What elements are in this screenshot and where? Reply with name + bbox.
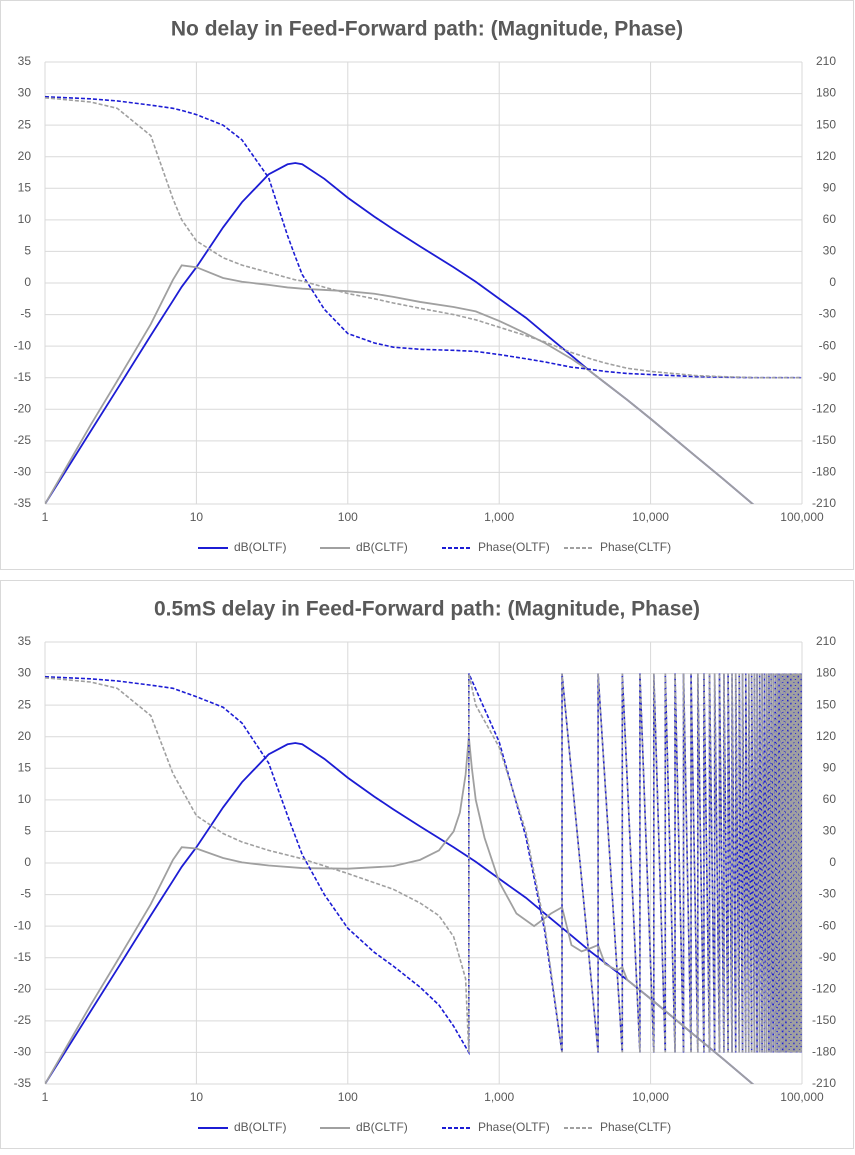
y-tick-label: -35	[14, 496, 32, 510]
y-tick-label: 10	[18, 212, 32, 226]
y-tick-label: 25	[18, 117, 32, 131]
y-tick-label: 15	[18, 760, 32, 774]
y-tick-label: 30	[18, 666, 32, 680]
y2-tick-label: 180	[816, 666, 836, 680]
y-tick-label: -35	[14, 1076, 32, 1090]
y-tick-label: -25	[14, 433, 32, 447]
y2-tick-label: 150	[816, 697, 836, 711]
x-tick-label: 1	[42, 510, 49, 524]
legend-label: Phase(CLTF)	[600, 1120, 671, 1134]
y-tick-label: 20	[18, 149, 32, 163]
y2-tick-label: -30	[819, 307, 837, 321]
y2-tick-label: -120	[812, 981, 836, 995]
y-tick-label: -30	[14, 465, 32, 479]
y-tick-label: 35	[18, 634, 32, 648]
y-tick-label: -10	[14, 918, 32, 932]
y2-tick-label: 30	[823, 824, 837, 838]
y2-tick-label: -210	[812, 1076, 836, 1090]
x-tick-label: 10	[190, 510, 204, 524]
y2-tick-label: -90	[819, 950, 837, 964]
y2-tick-label: 30	[823, 244, 837, 258]
x-tick-label: 10	[190, 1090, 204, 1104]
y-tick-label: 5	[24, 244, 31, 258]
y2-tick-label: 150	[816, 117, 836, 131]
x-tick-label: 1	[42, 1090, 49, 1104]
y2-tick-label: -120	[812, 401, 836, 415]
y2-tick-label: -60	[819, 918, 837, 932]
legend-label: Phase(CLTF)	[600, 540, 671, 554]
y-tick-label: 0	[24, 275, 31, 289]
legend-label: Phase(OLTF)	[478, 1120, 550, 1134]
y2-tick-label: -150	[812, 433, 836, 447]
x-tick-label: 1,000	[484, 510, 514, 524]
y-tick-label: 15	[18, 180, 32, 194]
y-tick-label: 25	[18, 697, 32, 711]
legend-label: dB(CLTF)	[356, 1120, 408, 1134]
series-line	[45, 95, 802, 379]
y-tick-label: 35	[18, 54, 32, 68]
chart-title: No delay in Feed-Forward path: (Magnitud…	[171, 18, 683, 41]
y2-tick-label: 0	[829, 855, 836, 869]
y2-tick-label: -210	[812, 496, 836, 510]
series-line	[45, 673, 802, 1053]
x-tick-label: 1,000	[484, 1090, 514, 1104]
y2-tick-label: 90	[823, 760, 837, 774]
y2-tick-label: 0	[829, 275, 836, 289]
y2-tick-label: -180	[812, 465, 836, 479]
x-tick-label: 100	[338, 1090, 358, 1104]
x-tick-label: 10,000	[632, 1090, 669, 1104]
series-line	[45, 742, 755, 1084]
y2-tick-label: 120	[816, 149, 836, 163]
y-tick-label: -5	[20, 307, 31, 321]
series-line	[45, 736, 755, 1084]
x-tick-label: 100,000	[780, 1090, 824, 1104]
y-tick-label: 30	[18, 86, 32, 100]
legend-label: dB(OLTF)	[234, 540, 286, 554]
y2-tick-label: 210	[816, 54, 836, 68]
series-line	[45, 264, 755, 504]
y2-tick-label: -90	[819, 370, 837, 384]
panel-frame	[0, 0, 854, 570]
legend-label: dB(CLTF)	[356, 540, 408, 554]
y-tick-label: -15	[14, 370, 32, 384]
y2-tick-label: -150	[812, 1013, 836, 1027]
chart-title: 0.5mS delay in Feed-Forward path: (Magni…	[154, 598, 700, 621]
y2-tick-label: 60	[823, 212, 837, 226]
y2-tick-label: 120	[816, 729, 836, 743]
y2-tick-label: 90	[823, 180, 837, 194]
y-tick-label: -5	[20, 887, 31, 901]
y2-tick-label: 210	[816, 634, 836, 648]
x-tick-label: 100,000	[780, 510, 824, 524]
y2-tick-label: 180	[816, 86, 836, 100]
x-tick-label: 100	[338, 510, 358, 524]
series-line	[45, 96, 802, 379]
y-tick-label: -15	[14, 950, 32, 964]
y-tick-label: 5	[24, 824, 31, 838]
y-tick-label: 0	[24, 855, 31, 869]
y-tick-label: -20	[14, 401, 32, 415]
legend-label: dB(OLTF)	[234, 1120, 286, 1134]
y-tick-label: -10	[14, 338, 32, 352]
x-tick-label: 10,000	[632, 510, 669, 524]
y2-tick-label: 60	[823, 792, 837, 806]
legend-label: Phase(OLTF)	[478, 540, 550, 554]
y2-tick-label: -60	[819, 338, 837, 352]
y-tick-label: -25	[14, 1013, 32, 1027]
y-tick-label: -30	[14, 1045, 32, 1059]
y2-tick-label: -180	[812, 1045, 836, 1059]
y-tick-label: -20	[14, 981, 32, 995]
y-tick-label: 10	[18, 792, 32, 806]
y2-tick-label: -30	[819, 887, 837, 901]
y-tick-label: 20	[18, 729, 32, 743]
